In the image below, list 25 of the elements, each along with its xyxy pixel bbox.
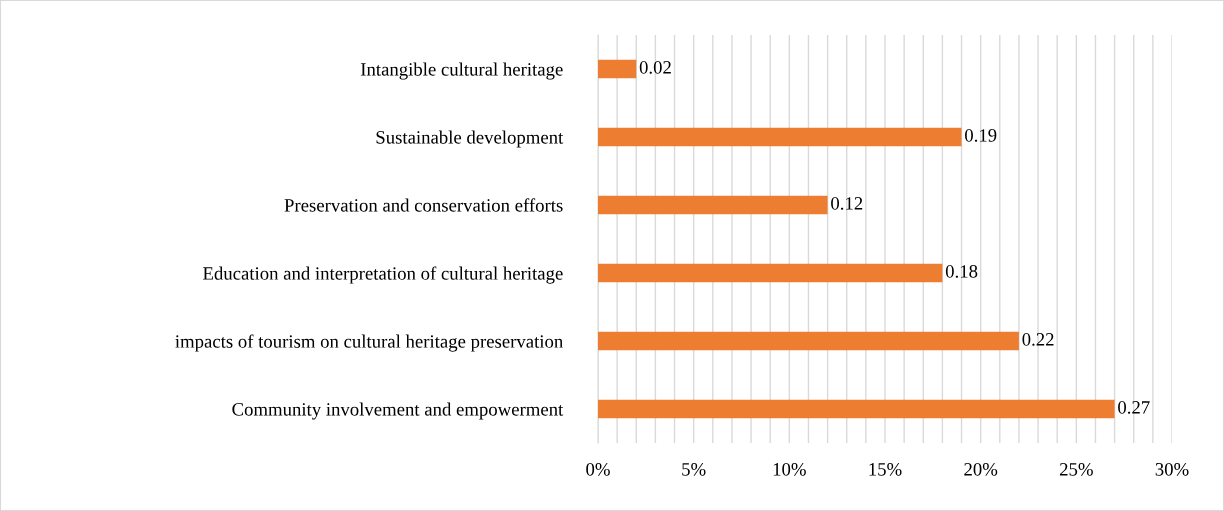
data-label: 0.02 — [639, 61, 671, 74]
data-label: 0.19 — [965, 129, 997, 142]
bar — [598, 331, 1019, 351]
x-tick-label: 0% — [586, 462, 610, 476]
bar — [598, 59, 637, 79]
x-tick-label: 30% — [1155, 462, 1189, 476]
y-tick-label: Intangible cultural heritage — [360, 62, 563, 80]
bar — [598, 399, 1115, 419]
bar — [598, 127, 962, 147]
bar — [598, 263, 943, 283]
data-label: 0.18 — [945, 265, 978, 278]
data-label: 0.22 — [1022, 333, 1054, 346]
y-tick-label: Education and interpretation of cultural heritage — [203, 266, 563, 284]
x-tick-label: 20% — [964, 462, 998, 476]
y-tick-label: Sustainable development — [376, 130, 564, 148]
x-tick-label: 15% — [869, 462, 902, 476]
data-label: 0.12 — [831, 197, 863, 210]
bar — [598, 195, 828, 215]
data-label: 0.27 — [1118, 401, 1150, 414]
y-tick-label: Community involvement and empowerment — [232, 402, 564, 420]
y-tick-label: impacts of tourism on cultural heritage preservation — [175, 334, 563, 352]
x-tick-label: 25% — [1059, 462, 1093, 476]
x-tick-label: 5% — [682, 462, 706, 476]
y-tick-label: Preservation and conservation efforts — [284, 198, 563, 212]
x-tick-label: 10% — [773, 462, 806, 476]
